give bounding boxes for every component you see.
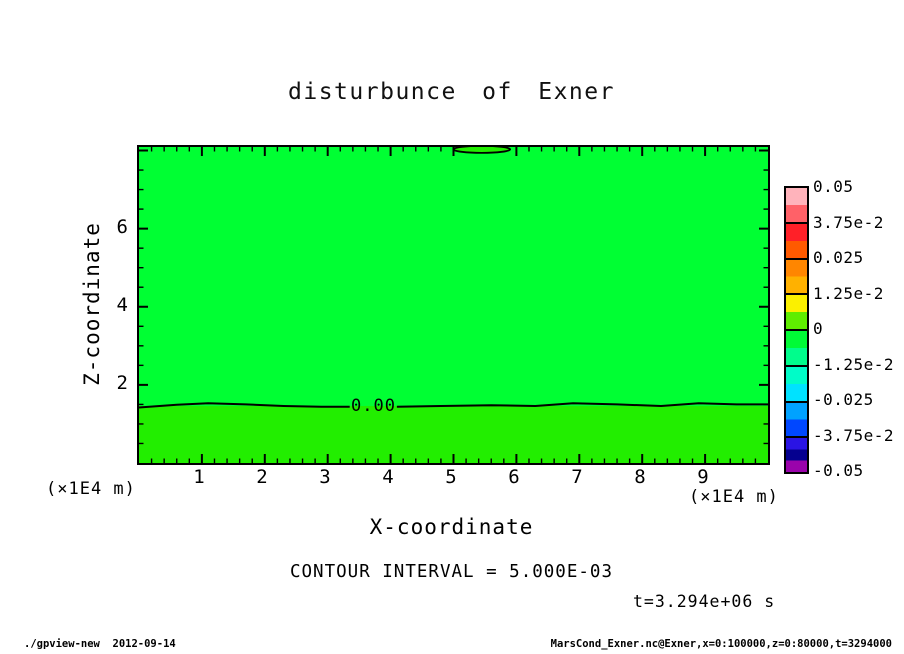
x-tick-label-4: 4 xyxy=(382,466,394,488)
colorbar-label: 0.025 xyxy=(813,248,864,267)
x-tick-label-7: 7 xyxy=(571,466,583,488)
contour-interval-caption: CONTOUR INTERVAL = 5.000E-03 xyxy=(289,562,613,582)
colorbar-label: -0.025 xyxy=(813,390,874,409)
colorbar-segment xyxy=(786,221,807,258)
colorbar-label: 0.05 xyxy=(813,177,854,196)
footer-command-line: ./gpview-new 2012-09-14 xyxy=(24,638,176,650)
x-tick-label-6: 6 xyxy=(508,466,520,488)
contour-and-ticks-layer xyxy=(139,147,768,463)
x-axis-title: X-coordinate xyxy=(369,515,534,539)
plot-area: 0.00 xyxy=(137,145,770,465)
colorbar-label: 1.25e-2 xyxy=(813,284,884,303)
colorbar-label: 0 xyxy=(813,319,824,338)
y-axis-unit-label: (×1E4 m) xyxy=(46,479,136,499)
colorbar-label: 3.75e-2 xyxy=(813,213,884,232)
x-tick-label-5: 5 xyxy=(445,466,457,488)
colorbar-segment xyxy=(786,188,807,222)
colorbar-segment xyxy=(786,400,807,437)
y-axis-title: Z-coordinate xyxy=(80,222,104,386)
x-tick-label-8: 8 xyxy=(634,466,646,488)
below-zero-contour-region xyxy=(139,406,768,463)
y-tick-label-6: 6 xyxy=(116,216,128,238)
colorbar xyxy=(784,186,809,474)
colorbar-segment xyxy=(786,436,807,472)
x-axis-unit-label: (×1E4 m) xyxy=(689,487,779,507)
x-tick-label-2: 2 xyxy=(256,466,268,488)
chart-title: disturbunce of Exner xyxy=(288,79,615,105)
time-stamp-label: t=3.294e+06 s xyxy=(633,592,776,611)
y-tick-label-2: 2 xyxy=(116,372,128,394)
colorbar-segment xyxy=(786,293,807,329)
zero-contour-label: 0.00 xyxy=(351,396,396,416)
colorbar-label: -3.75e-2 xyxy=(813,426,895,445)
x-tick-label-1: 1 xyxy=(193,466,205,488)
x-tick-label-3: 3 xyxy=(319,466,331,488)
colorbar-segment xyxy=(786,364,807,401)
footer-dataset-info: MarsCond_Exner.nc@Exner,x=0:100000,z=0:8… xyxy=(550,638,892,650)
colorbar-label: -0.05 xyxy=(813,461,864,480)
colorbar-label: -1.25e-2 xyxy=(813,355,895,374)
colorbar-segment xyxy=(786,257,807,294)
colorbar-segment xyxy=(786,329,807,365)
x-tick-label-9: 9 xyxy=(697,466,709,488)
y-tick-label-4: 4 xyxy=(116,294,128,316)
